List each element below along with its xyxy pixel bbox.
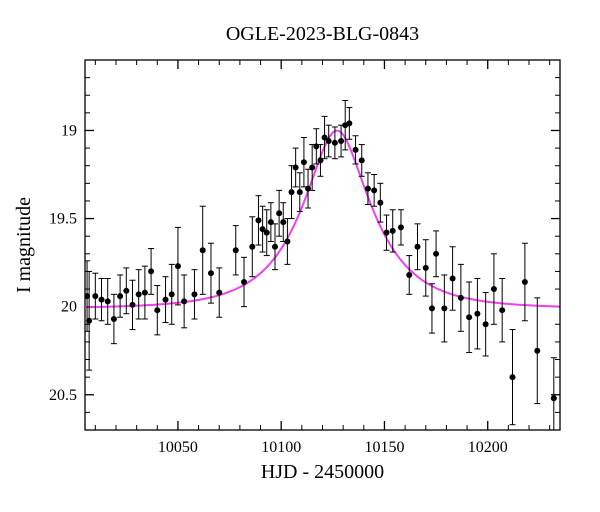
chart-bg: [0, 0, 600, 512]
svg-text:10150: 10150: [364, 439, 404, 456]
svg-text:10200: 10200: [468, 439, 508, 456]
x-axis-label: HJD - 2450000: [261, 461, 384, 483]
svg-text:19: 19: [61, 122, 77, 139]
svg-text:10100: 10100: [261, 439, 301, 456]
svg-text:19.5: 19.5: [49, 211, 77, 228]
svg-text:20.5: 20.5: [49, 387, 77, 404]
lightcurve-chart: 10050 10100 10150 10200 20.5 20 19.5 19 OGLE-20…: [0, 0, 600, 512]
chart-title: OGLE-2023-BLG-0843: [226, 23, 419, 45]
y-axis-label: I magnitude: [13, 197, 35, 293]
svg-text:20: 20: [61, 299, 77, 316]
svg-text:10050: 10050: [158, 439, 198, 456]
